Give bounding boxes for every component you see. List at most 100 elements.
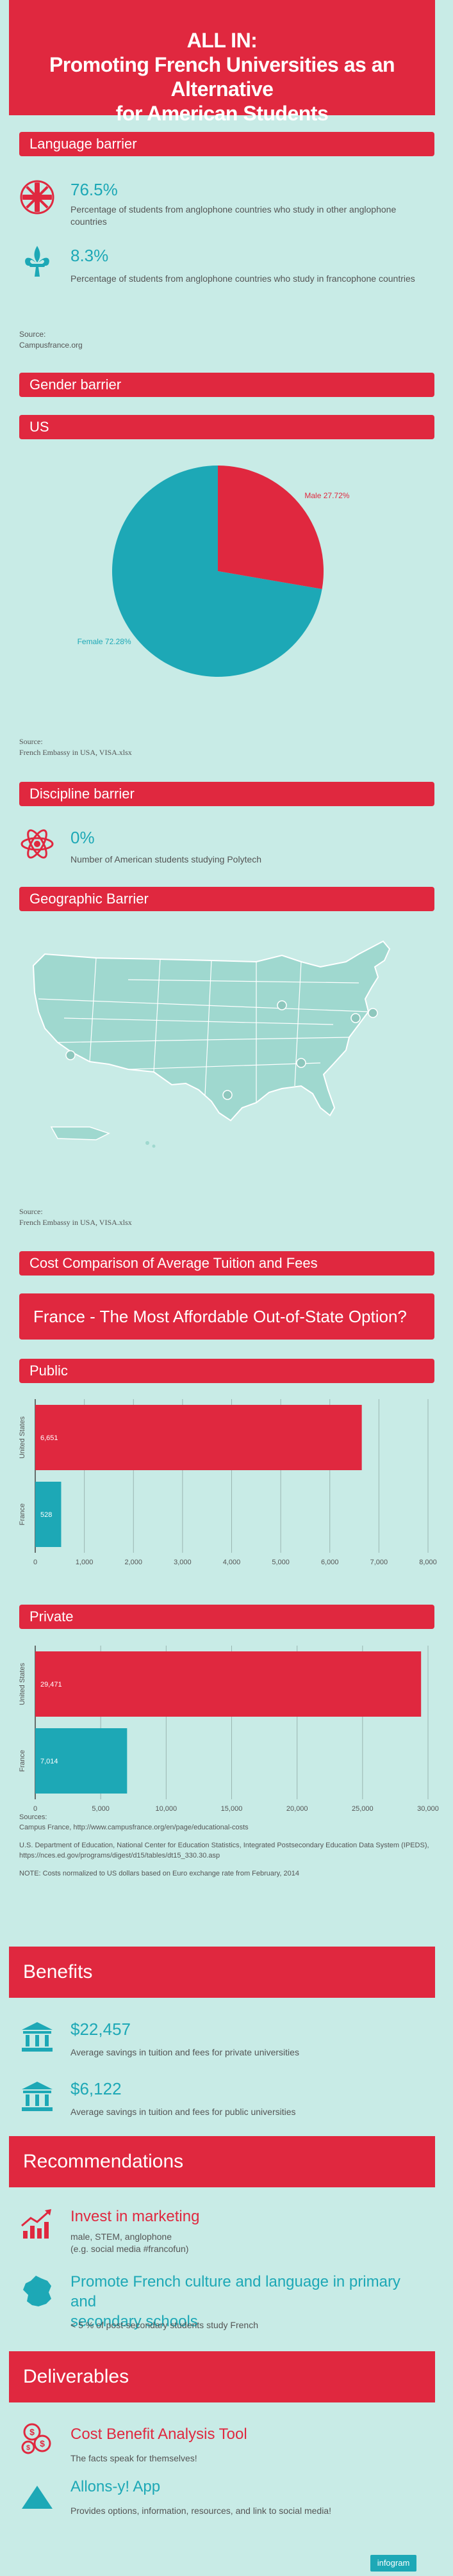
language-source-label: Source: <box>19 330 46 339</box>
atom-icon <box>21 829 54 859</box>
recommendation-culture-title2: secondary schools <box>70 2313 198 2330</box>
x-tick-label: 7,000 <box>370 1559 388 1566</box>
hero-banner: ALL IN: Promoting French Universities as… <box>9 0 435 125</box>
category-label: United States <box>19 1416 26 1459</box>
deliverable-text-cba: The facts speak for themselves! <box>70 2453 197 2463</box>
bar-0 <box>35 1651 422 1717</box>
x-tick-label: 1,000 <box>76 1559 94 1566</box>
geo-source-label: Source: <box>19 1207 43 1216</box>
map-marker-south <box>296 1058 306 1068</box>
svg-text:$: $ <box>26 2444 30 2452</box>
section-gender-barrier: Gender barrier <box>19 373 434 397</box>
map-markers <box>65 1000 378 1100</box>
cost-sources: Sources: Campus France, http://www.campu… <box>19 1812 429 1879</box>
university-building-icon <box>22 2022 53 2052</box>
x-tick-label: 0 <box>33 1805 37 1813</box>
x-tick-label: 5,000 <box>272 1559 290 1566</box>
recommendation-marketing-line1: male, STEM, anglophone <box>70 2232 172 2242</box>
x-tick-label: 25,000 <box>352 1805 374 1813</box>
stat-value-polytech: 0% <box>70 828 95 847</box>
bar-0 <box>35 1405 362 1470</box>
recommendation-title-marketing: Invest in marketing <box>70 2208 200 2225</box>
stat-value-anglophone: 76.5% <box>70 180 118 199</box>
benefit-text-private: Average savings in tuition and fees for … <box>70 2047 299 2057</box>
svg-text:$: $ <box>29 2427 35 2437</box>
pie-label-0: Male 27.72% <box>304 491 349 500</box>
stat-text-francophone: Percentage of students from anglophone c… <box>70 273 415 284</box>
section-discipline-barrier: Discipline barrier <box>19 782 434 806</box>
svg-text:$: $ <box>40 2438 45 2449</box>
section-language-barrier: Language barrier <box>19 132 434 156</box>
benefit-value-private: $22,457 <box>70 2020 131 2039</box>
bar-value-label: 528 <box>40 1511 52 1519</box>
hero-title-line2: Promoting French Universities as an Alte… <box>49 53 395 101</box>
deliverable-title-cba: Cost Benefit Analysis Tool <box>70 2426 247 2443</box>
section-deliverables: Deliverables <box>9 2351 435 2402</box>
language-source-text: Campusfrance.org <box>19 341 83 350</box>
map-marker-northeast <box>350 1013 361 1023</box>
bar-1 <box>35 1482 62 1547</box>
section-public: Public <box>19 1359 434 1383</box>
gender-source-label: Source: <box>19 737 43 746</box>
section-france-option: France - The Most Affordable Out-of-Stat… <box>19 1293 434 1340</box>
hawaii-shape <box>145 1141 149 1145</box>
x-tick-label: 6,000 <box>321 1559 339 1566</box>
section-us: US <box>19 415 434 439</box>
hero-title-line1: ALL IN: <box>186 29 258 52</box>
stat-text-polytech: Number of American students studying Pol… <box>70 854 262 864</box>
pie-label-1: Female 72.28% <box>78 637 131 646</box>
france-map-icon <box>23 2276 51 2306</box>
pie-slice-0 <box>218 466 324 590</box>
bar-value-label: 29,471 <box>40 1681 62 1689</box>
x-tick-label: 8,000 <box>419 1559 437 1566</box>
fleur-de-lis-icon <box>25 246 49 277</box>
category-label: France <box>19 1750 26 1772</box>
geo-source: Source: French Embassy in USA, VISA.xlsx <box>19 1206 132 1228</box>
gender-source: Source: French Embassy in USA, VISA.xlsx <box>19 736 132 758</box>
bar-value-label: 7,014 <box>40 1758 58 1765</box>
benefit-value-public: $6,122 <box>70 2079 122 2098</box>
gender-pie-chart: Male 27.72% Female 72.28% <box>78 466 350 677</box>
alaska-shape <box>50 1126 110 1140</box>
us-state-lines <box>38 957 369 1103</box>
map-marker-california <box>65 1050 76 1060</box>
stat-text-anglophone: Percentage of students from anglophone c… <box>70 204 397 227</box>
stat-value-francophone: 8.3% <box>70 246 109 265</box>
x-tick-label: 0 <box>33 1559 37 1566</box>
cost-sources-line1: Campus France, http://www.campusfrance.o… <box>19 1824 249 1831</box>
x-tick-label: 30,000 <box>417 1805 439 1813</box>
x-tick-label: 15,000 <box>221 1805 243 1813</box>
us-map-shape <box>32 940 391 1122</box>
recommendation-title-culture: Promote French culture and language in p… <box>70 2272 429 2331</box>
recommendation-culture-title1: Promote French culture and language in p… <box>70 2273 400 2310</box>
geo-source-text: French Embassy in USA, VISA.xlsx <box>19 1218 132 1227</box>
x-tick-label: 3,000 <box>174 1559 192 1566</box>
uk-flag-icon <box>20 180 54 215</box>
deliverable-title-app: Allons-y! App <box>70 2478 161 2495</box>
cost-sources-label: Sources: <box>19 1813 47 1821</box>
recommendation-marketing-line2: (e.g. social media #francofun) <box>70 2244 189 2254</box>
university-building-icon <box>22 2082 53 2111</box>
benefit-text-public: Average savings in tuition and fees for … <box>70 2107 296 2117</box>
gender-source-text: French Embassy in USA, VISA.xlsx <box>19 748 132 757</box>
infogram-badge[interactable]: infogram <box>370 2555 416 2572</box>
map-marker-midwest <box>277 1000 287 1010</box>
map-marker-texas <box>222 1090 233 1100</box>
coins-icon: $ $ $ <box>21 2423 51 2454</box>
section-benefits: Benefits <box>9 1947 435 1998</box>
map-marker-newyork <box>368 1008 378 1018</box>
cost-sources-line3: https://nces.ed.gov/programs/digest/d15/… <box>19 1852 220 1859</box>
category-label: United States <box>19 1662 26 1705</box>
recommendation-culture-line1: < 5 % of post-secondary students study F… <box>70 2320 258 2330</box>
x-tick-label: 4,000 <box>223 1559 241 1566</box>
x-tick-label: 2,000 <box>124 1559 142 1566</box>
us-map <box>32 940 391 1148</box>
cost-sources-note: NOTE: Costs normalized to US dollars bas… <box>19 1870 299 1877</box>
triangle-icon <box>22 2486 53 2509</box>
x-tick-label: 20,000 <box>286 1805 308 1813</box>
public-tuition-chart: 0 1,000 2,000 3,000 4,000 5,000 6,000 7,000 8,00… <box>19 1399 437 1566</box>
hero-title-line3: for American Students <box>115 102 329 125</box>
hero-title: ALL IN: Promoting French Universities as… <box>9 28 435 126</box>
x-tick-label: 10,000 <box>156 1805 177 1813</box>
